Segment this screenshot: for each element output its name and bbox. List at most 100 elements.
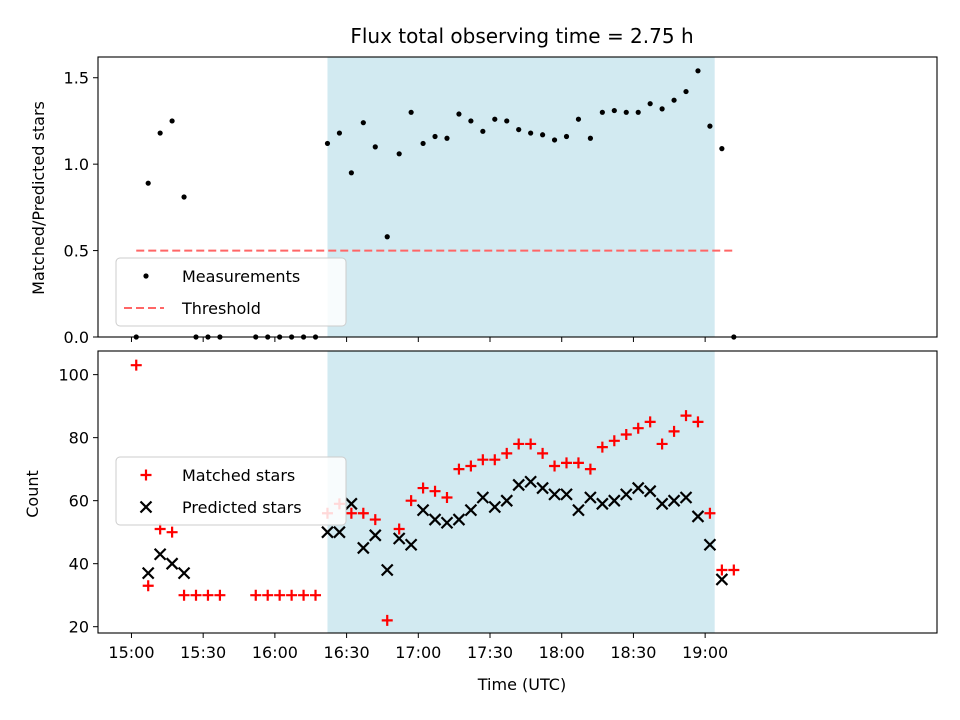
bottom-y-tick-label: 60: [69, 492, 89, 511]
x-tick-label: 15:30: [180, 643, 226, 662]
top-y-tick-label: 1.0: [64, 155, 89, 174]
measurement-point: [181, 194, 187, 200]
measurement-point: [145, 180, 151, 186]
matched-star-point: [357, 507, 369, 519]
predicted-star-point: [667, 494, 681, 507]
predicted-star-point: [572, 503, 585, 517]
bottom-legend: [115, 456, 347, 526]
predicted-star-point: [165, 557, 179, 570]
x-tick-label: 16:30: [324, 643, 370, 662]
matched-star-point: [561, 457, 573, 469]
matched-star-point: [274, 589, 286, 601]
top-y-tick-label: 0.5: [64, 242, 89, 261]
matched-star-point: [704, 507, 716, 519]
chart-title: Flux total observing time = 2.75 h: [350, 24, 693, 48]
matched-star-point: [393, 523, 405, 535]
matched-star-point: [250, 589, 262, 601]
x-tick-label: 18:00: [539, 643, 585, 662]
matched-star-point: [202, 589, 214, 601]
matched-star-point: [214, 589, 226, 601]
predicted-star-point: [392, 532, 406, 545]
matched-star-point: [692, 416, 704, 428]
predicted-star-point: [368, 529, 382, 542]
matched-star-point: [310, 589, 322, 601]
bottom-observing-window-band: [327, 351, 715, 633]
measurement-point: [408, 109, 414, 115]
measurement-point: [599, 109, 605, 115]
matched-star-point: [465, 460, 477, 472]
legend-marker-predicted: [139, 500, 153, 514]
x-axis-label: Time (UTC): [477, 675, 566, 694]
matched-star-point: [405, 495, 417, 507]
matched-star-point: [381, 614, 393, 626]
matched-star-point: [429, 485, 441, 497]
predicted-star-point: [500, 494, 514, 507]
measurement-point: [384, 234, 390, 240]
predicted-star-point: [596, 497, 609, 511]
top-axes-frame: [97, 56, 938, 338]
matched-star-point: [608, 435, 620, 447]
predicted-star-point: [153, 547, 167, 561]
predicted-star-point: [655, 497, 669, 511]
predicted-star-point: [512, 478, 525, 492]
matched-star-point: [477, 454, 489, 466]
matched-star-point: [262, 589, 274, 601]
matched-star-point: [441, 492, 453, 504]
predicted-star-point: [416, 503, 430, 517]
x-tick-label: 19:00: [682, 643, 728, 662]
matched-star-point: [668, 425, 680, 437]
matched-star-point: [584, 463, 596, 475]
x-tick-label: 18:30: [610, 643, 656, 662]
measurement-point: [575, 116, 582, 122]
bottom-axes-frame: [97, 350, 938, 634]
bottom-y-tick-label: 80: [69, 429, 89, 448]
bottom-y-tick-label: 100: [58, 366, 89, 385]
measurement-point: [372, 144, 378, 150]
measurement-point: [647, 101, 653, 107]
matched-star-point: [190, 589, 202, 601]
matched-star-point: [537, 447, 549, 459]
bottom-y-tick-label: 20: [69, 618, 89, 637]
predicted-star-point: [679, 491, 693, 504]
predicted-star-point: [524, 475, 537, 489]
measurement-point: [623, 109, 629, 115]
matched-star-point: [166, 526, 178, 538]
x-tick-label: 17:30: [467, 643, 513, 662]
top-observing-window-band: [327, 57, 715, 337]
matched-star-point: [656, 438, 668, 450]
legend-marker-matched: [140, 469, 152, 481]
matched-star-point: [549, 460, 561, 472]
measurement-point: [492, 116, 498, 122]
predicted-star-point: [643, 484, 657, 498]
predicted-star-point: [428, 513, 442, 526]
predicted-star-point: [452, 513, 466, 526]
matched-star-point: [286, 589, 298, 601]
measurement-point: [468, 118, 474, 124]
measurement-point: [671, 97, 677, 103]
top-y-axis-label: Matched/Predicted stars: [29, 101, 48, 295]
measurement-point: [504, 118, 510, 124]
predicted-star-point: [703, 538, 717, 552]
measurement-point: [420, 140, 426, 147]
predicted-star-point: [536, 481, 549, 495]
predicted-star-point: [548, 488, 561, 501]
top-legend: [115, 257, 347, 327]
matched-star-point: [142, 580, 154, 592]
matched-star-point: [716, 564, 728, 576]
matched-star-point: [572, 457, 584, 469]
matched-star-point: [417, 482, 429, 494]
matched-star-point: [501, 447, 513, 459]
measurement-point: [587, 135, 594, 141]
matched-star-point: [489, 454, 501, 466]
matched-star-point: [728, 564, 740, 576]
legend-label: Matched stars: [182, 466, 295, 485]
matched-star-point: [369, 514, 381, 526]
bottom-panel: 20 40 60 80 100 15:00 15:30 16:00 16:30 17:00 17:3…: [58, 350, 938, 662]
measurement-point: [456, 111, 462, 117]
predicted-star-point: [560, 488, 573, 501]
top-panel: 0.0 0.5 1.0 1.5 Measurements Threshold: [64, 56, 938, 347]
matched-star-point: [632, 422, 644, 434]
top-y-tick-label: 0.0: [64, 328, 89, 347]
measurement-point: [707, 123, 713, 129]
